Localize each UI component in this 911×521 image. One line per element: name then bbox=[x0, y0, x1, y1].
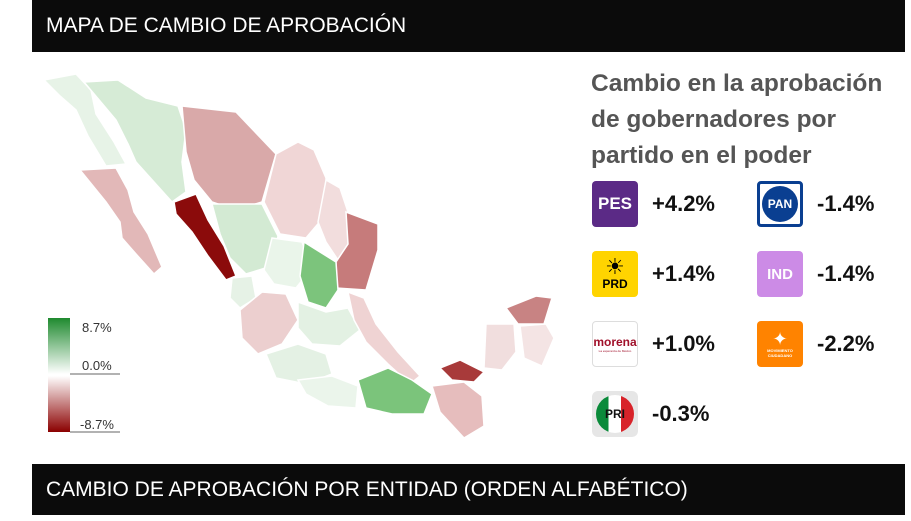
state-chiapas[interactable] bbox=[431, 381, 485, 439]
sun-icon: ☀ bbox=[605, 254, 625, 279]
state-sinaloa[interactable] bbox=[173, 193, 237, 281]
state-guerrero[interactable] bbox=[296, 375, 359, 409]
morena-logo-subtext: La esperanza de México bbox=[598, 349, 632, 353]
party-ind: IND -1.4% bbox=[757, 251, 874, 297]
pes-logo-icon: PES bbox=[592, 181, 638, 227]
pri-logo-circle: PRI bbox=[596, 395, 634, 433]
mc-value: -2.2% bbox=[817, 331, 875, 356]
scale-label-zero: 0.0% bbox=[82, 358, 112, 373]
state-campeche[interactable] bbox=[483, 323, 517, 371]
chart-title: Cambio en la aprobación de gobernadores … bbox=[591, 70, 883, 169]
pes-value: +4.2% bbox=[652, 191, 715, 216]
pri-logo-text: PRI bbox=[604, 407, 625, 421]
ind-logo-icon: IND bbox=[757, 251, 803, 297]
state-baja-california-sur[interactable] bbox=[78, 167, 163, 276]
color-scale-legend: 8.7% 0.0% -8.7% bbox=[36, 310, 136, 440]
party-pri: PRI -0.3% bbox=[592, 391, 709, 437]
state-michoacan[interactable] bbox=[264, 343, 333, 385]
map-header-title: MAPA DE CAMBIO DE APROBACIÓN bbox=[46, 14, 407, 37]
morena-logo-icon: morena La esperanza de México bbox=[592, 321, 638, 367]
scale-label-min: -8.7% bbox=[80, 417, 114, 432]
party-pan: PAN -1.4% bbox=[757, 181, 874, 227]
entity-section-title: CAMBIO DE APROBACIÓN POR ENTIDAD (ORDEN … bbox=[46, 477, 688, 501]
mexico-choropleth-map bbox=[42, 73, 555, 439]
pan-logo-icon: PAN bbox=[757, 181, 803, 227]
eagle-icon: ✦ bbox=[772, 329, 788, 349]
state-oaxaca[interactable] bbox=[357, 367, 433, 415]
map-header-bar: MAPA DE CAMBIO DE APROBACIÓN bbox=[32, 0, 905, 52]
party-morena: morena La esperanza de México +1.0% bbox=[592, 321, 715, 367]
prd-value: +1.4% bbox=[652, 261, 715, 286]
state-veracruz[interactable] bbox=[346, 290, 422, 385]
state-durango[interactable] bbox=[211, 203, 279, 275]
color-scale-bar bbox=[48, 318, 120, 433]
morena-logo-text: morena bbox=[593, 335, 637, 349]
state-yucatan[interactable] bbox=[504, 295, 553, 325]
party-pes: PES +4.2% bbox=[592, 181, 715, 227]
state-sonora[interactable] bbox=[82, 79, 187, 203]
ind-logo-text: IND bbox=[767, 265, 793, 283]
pri-logo-icon: PRI bbox=[592, 391, 638, 437]
state-central-region[interactable] bbox=[297, 300, 361, 347]
prd-logo-icon: ☀ PRD bbox=[592, 251, 638, 297]
pan-value: -1.4% bbox=[817, 191, 875, 216]
pes-logo-text: PES bbox=[597, 194, 633, 213]
pan-logo-circle: PAN bbox=[762, 186, 798, 222]
state-tamaulipas[interactable] bbox=[335, 210, 379, 291]
state-jalisco[interactable] bbox=[239, 291, 299, 355]
entity-section-header: CAMBIO DE APROBACIÓN POR ENTIDAD (ORDEN … bbox=[32, 464, 905, 515]
mc-logo-icon: ✦ MOVIMIENTO CIUDADANO bbox=[757, 321, 803, 367]
ind-value: -1.4% bbox=[817, 261, 875, 286]
party-mc: ✦ MOVIMIENTO CIUDADANO -2.2% bbox=[757, 321, 874, 367]
pri-value: -0.3% bbox=[652, 401, 710, 426]
state-san-luis-potosi[interactable] bbox=[299, 240, 339, 309]
mc-logo-text: MOVIMIENTO CIUDADANO bbox=[767, 348, 793, 358]
scale-label-max: 8.7% bbox=[82, 320, 112, 335]
state-tabasco[interactable] bbox=[438, 359, 486, 383]
morena-value: +1.0% bbox=[652, 331, 715, 356]
party-prd: ☀ PRD +1.4% bbox=[592, 251, 715, 297]
pan-logo-text: PAN bbox=[767, 197, 793, 211]
state-quintana-roo[interactable] bbox=[519, 323, 555, 367]
prd-logo-text: PRD bbox=[602, 277, 628, 291]
